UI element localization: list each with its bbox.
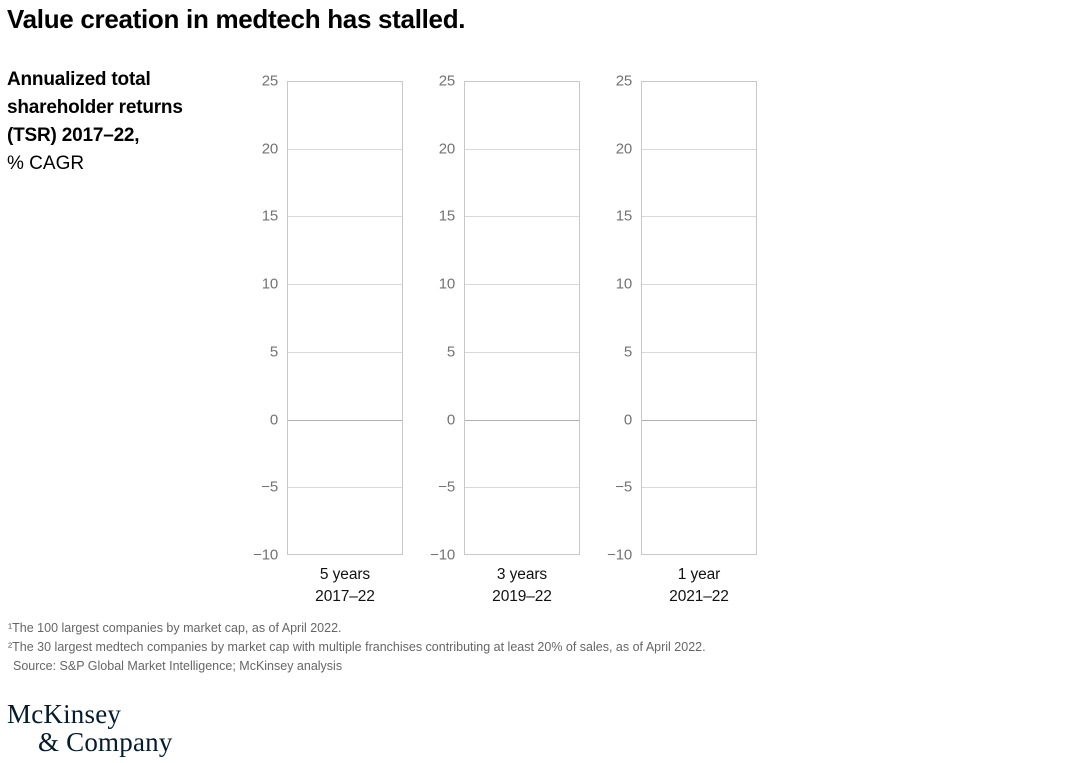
x-axis-label-years: 2019–22: [492, 588, 552, 605]
x-axis-label-years: 2021–22: [669, 588, 729, 605]
footnotes: ¹The 100 largest companies by market cap…: [8, 619, 706, 676]
gridline: [465, 284, 579, 286]
y-tick-label: 5: [269, 343, 278, 361]
y-tick-label: 20: [615, 140, 632, 158]
x-axis-label: 1 year 2021–22: [641, 564, 757, 608]
y-tick-label: 15: [438, 207, 455, 225]
y-tick-label: 20: [261, 140, 278, 158]
y-tick-label: 15: [261, 207, 278, 225]
exhibit-title: Value creation in medtech has stalled.: [7, 4, 466, 34]
chart-panel: 25 20 15 10 5 0 −5 −10 5 years 2017–22: [238, 74, 403, 615]
y-tick-label: 10: [615, 275, 632, 293]
gridline: [465, 487, 579, 489]
x-axis-label-period: 3 years: [496, 566, 548, 583]
logo-line-1: McKinsey: [7, 699, 122, 729]
gridline: [288, 351, 402, 353]
y-tick-label: 0: [269, 411, 278, 429]
plot-area: [287, 81, 403, 555]
gridline: [288, 148, 402, 150]
plot-area: [641, 81, 757, 555]
y-axis-title-line: shareholder returns: [7, 97, 183, 118]
y-tick-label: 5: [446, 343, 455, 361]
gridline: [642, 284, 756, 286]
footnote-2: ²The 30 largest medtech companies by mar…: [8, 640, 706, 654]
x-axis-label: 5 years 2017–22: [287, 564, 403, 608]
y-tick-label: 5: [623, 343, 632, 361]
x-axis-label-years: 2017–22: [315, 588, 375, 605]
gridline: [288, 487, 402, 489]
y-tick-label: 0: [623, 411, 632, 429]
y-tick-label: 25: [615, 72, 632, 90]
y-tick-label: 25: [261, 72, 278, 90]
gridline: [465, 351, 579, 353]
y-tick-label: −5: [615, 478, 632, 496]
gridline: [642, 351, 756, 353]
zero-gridline: [642, 419, 756, 421]
chart-panel: 25 20 15 10 5 0 −5 −10 3 years 2019–22: [415, 74, 580, 615]
chart-panel: 25 20 15 10 5 0 −5 −10 1 year 2021–22: [592, 74, 757, 615]
y-tick-label: 10: [438, 275, 455, 293]
source-line: Source: S&P Global Market Intelligence; …: [13, 659, 343, 673]
logo-line-2: & Company: [38, 727, 173, 757]
y-tick-label: −5: [438, 478, 455, 496]
y-tick-label: −10: [607, 546, 632, 564]
y-tick-label: −10: [430, 546, 455, 564]
y-tick-label: 20: [438, 140, 455, 158]
y-tick-label: −10: [253, 546, 278, 564]
gridline: [642, 487, 756, 489]
gridline: [465, 216, 579, 218]
zero-gridline: [465, 419, 579, 421]
y-tick-label: 0: [446, 411, 455, 429]
y-tick-label: −5: [261, 478, 278, 496]
y-axis-title-unit: % CAGR: [7, 153, 85, 174]
y-tick-label: 15: [615, 207, 632, 225]
gridline: [465, 148, 579, 150]
zero-gridline: [288, 419, 402, 421]
gridline: [642, 148, 756, 150]
y-axis-title-line: (TSR) 2017–22,: [7, 125, 140, 146]
gridline: [642, 216, 756, 218]
x-axis-label-period: 5 years: [319, 566, 371, 583]
mckinsey-logo: McKinsey & Company: [7, 700, 173, 756]
x-axis-label-period: 1 year: [677, 566, 721, 583]
gridline: [288, 284, 402, 286]
plot-area: [464, 81, 580, 555]
y-tick-label: 10: [261, 275, 278, 293]
x-axis-label: 3 years 2019–22: [464, 564, 580, 608]
y-axis-title: Annualized total shareholder returns (TS…: [7, 66, 242, 178]
gridline: [288, 216, 402, 218]
footnote-1: ¹The 100 largest companies by market cap…: [8, 621, 342, 635]
y-axis-title-line: Annualized total: [7, 69, 151, 90]
y-tick-label: 25: [438, 72, 455, 90]
